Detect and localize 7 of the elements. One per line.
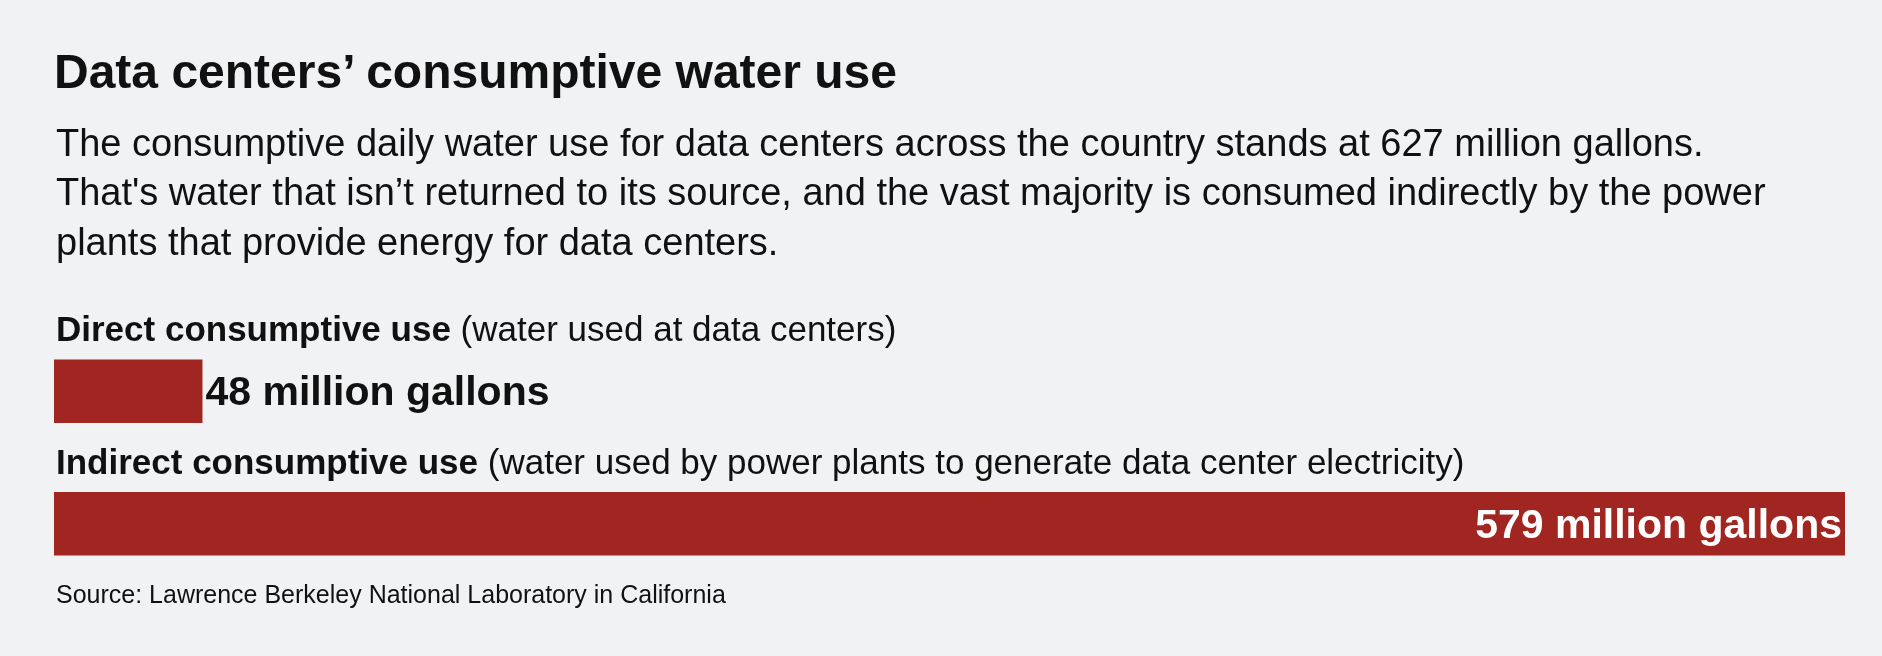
chart-title: Data centers’ consumptive water use: [54, 44, 897, 98]
y-tick-label: Direct consumptive use (water used at data centers): [56, 309, 897, 348]
data-label: 579 million gallons: [1475, 500, 1842, 547]
y-tick-label: Indirect consumptive use (water used by power plants to generate data center electricity): [56, 442, 1465, 481]
source-note: Source: Lawrence Berkeley National Laboratory in California: [56, 580, 726, 608]
chart-subtitle: The consumptive daily water use for data centers across the country stands at 627 million gallons. That's water that isn’t returned to its source, and the vast majority is consumed indirectly by the power plants that provide energy for data centers.: [56, 122, 1766, 263]
data-label: 48 million gallons: [205, 368, 550, 415]
